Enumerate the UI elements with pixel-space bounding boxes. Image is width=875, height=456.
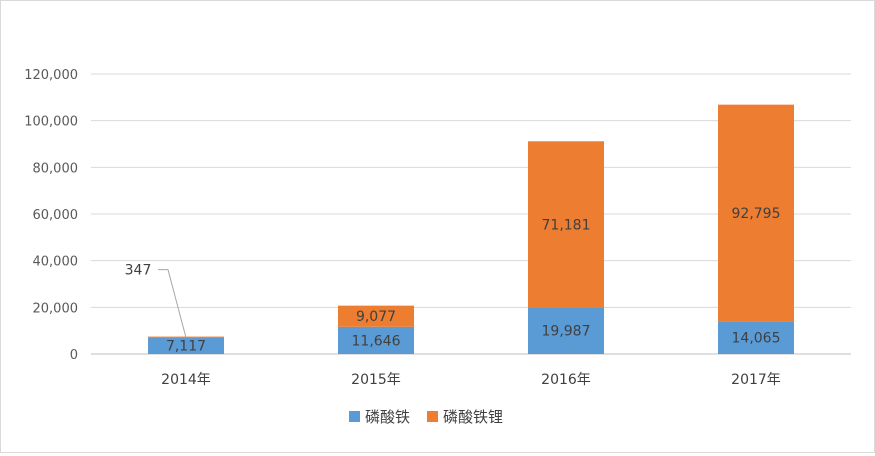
x-category-label: 2015年 [351,372,401,388]
data-labels: 7,117 347 11,646 9,077 19,987 71,181 14,065 92,… [125,206,781,355]
data-label: 14,065 [732,331,781,347]
data-label: 7,117 [166,339,206,355]
data-label: 347 [125,263,152,279]
legend-swatch [427,411,438,422]
x-axis-categories: 2014年 2015年 2016年 2017年 [161,372,781,388]
legend: 磷酸铁 磷酸铁锂 [349,408,503,426]
x-category-label: 2014年 [161,372,211,388]
y-tick-label: 60,000 [33,208,79,223]
x-category-label: 2017年 [731,372,781,388]
legend-label: 磷酸铁 [365,408,410,426]
data-label: 92,795 [732,206,781,222]
x-category-label: 2016年 [541,372,591,388]
y-tick-label: 100,000 [24,115,78,130]
bar-lfp-2015年 [338,305,414,327]
bar-lfp-precursor-2016年 [528,307,604,354]
y-tick-label: 80,000 [33,161,79,176]
legend-label: 磷酸铁锂 [443,408,503,426]
data-label: 11,646 [352,333,401,349]
bar-lfp-precursor-2014年 [148,337,224,354]
bar-lfp-2016年 [528,141,604,308]
data-label: 19,987 [542,324,591,340]
leader-line [158,269,187,338]
bar-lfp-precursor-2017年 [718,321,794,354]
bar-lfp-precursor-2015年 [338,326,414,354]
y-tick-label: 20,000 [33,301,79,316]
bar-lfp-2017年 [718,104,794,322]
data-label: 9,077 [356,309,396,325]
y-tick-label: 120,000 [24,68,78,83]
y-tick-label: 40,000 [33,255,79,270]
y-axis-ticks: 0 20,000 40,000 60,000 80,000 100,000 120,000 [24,68,78,363]
legend-swatch [349,411,360,422]
y-tick-label: 0 [70,348,78,363]
bars [148,104,794,354]
data-label: 71,181 [542,217,591,233]
gridlines [91,73,851,355]
